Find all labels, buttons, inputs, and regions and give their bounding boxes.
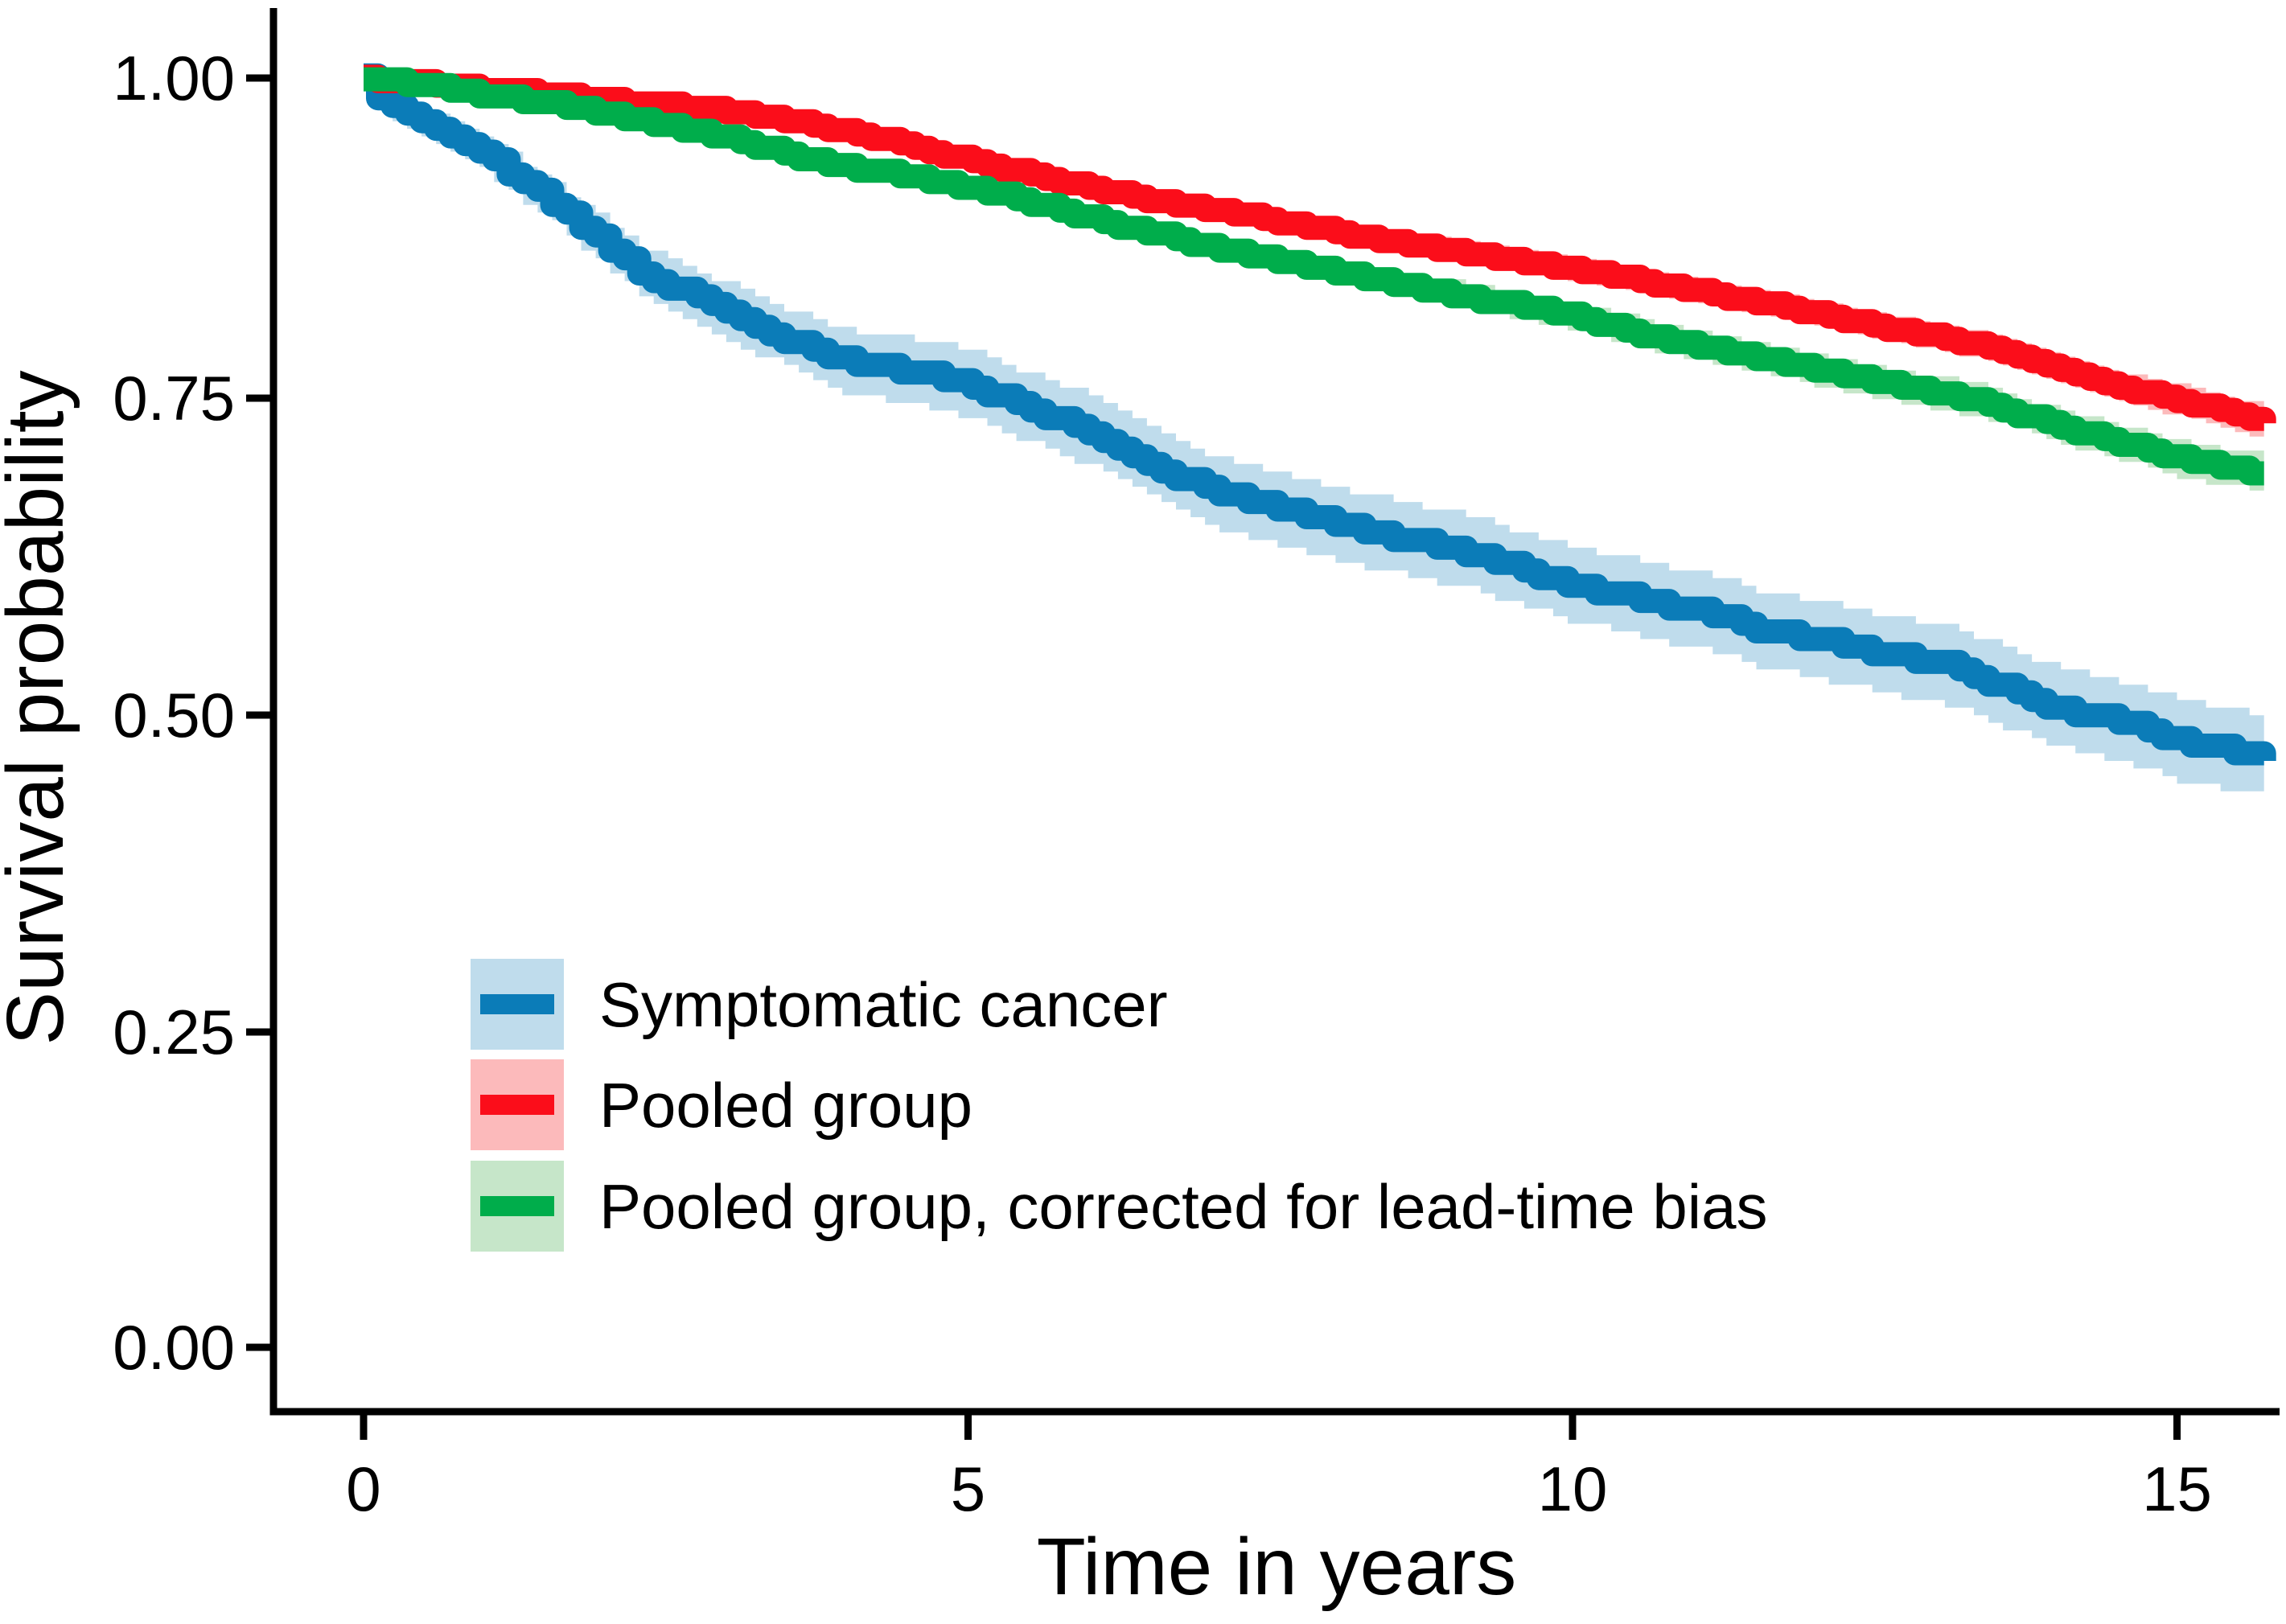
x-tick-labels: 0 5 10 15 (346, 1453, 2212, 1524)
axes (246, 8, 2280, 1440)
pooled-group-corrected-legend-label: Pooled group, corrected for lead-time bi… (599, 1171, 1767, 1242)
y-tick-label-0.25: 0.25 (113, 997, 235, 1067)
y-tick-labels: 1.00 0.75 0.50 0.25 0.00 (113, 43, 235, 1383)
x-tick-label-15: 15 (2142, 1453, 2212, 1524)
y-tick-label-0.75: 0.75 (113, 363, 235, 434)
pooled-group-key-line (480, 1095, 554, 1115)
legend: Symptomatic cancer Pooled group Pooled g… (471, 959, 1767, 1252)
legend-item-pooled-group-corrected: Pooled group, corrected for lead-time bi… (471, 1161, 1767, 1252)
legend-item-pooled-group: Pooled group (471, 1059, 972, 1150)
pooled-group-line (364, 64, 2276, 431)
x-tick-label-5: 5 (951, 1453, 985, 1524)
legend-item-symptomatic-cancer: Symptomatic cancer (471, 959, 1168, 1050)
symptomatic-cancer-key-line (480, 994, 554, 1014)
y-tick-label-0.50: 0.50 (113, 680, 235, 750)
symptomatic-cancer-ribbon (364, 75, 2264, 800)
pooled-group-legend-label: Pooled group (599, 1070, 972, 1141)
y-tick-marks (246, 74, 271, 1351)
pooled-group-corrected-line (364, 67, 2264, 486)
survival-curves (364, 63, 2276, 766)
symptomatic-cancer-legend-label: Symptomatic cancer (599, 969, 1168, 1040)
x-tick-marks (360, 1415, 2181, 1440)
x-tick-label-10: 10 (1538, 1453, 1608, 1524)
y-tick-label-1.00: 1.00 (113, 43, 235, 113)
y-tick-label-0.00: 0.00 (113, 1312, 235, 1383)
ci-ribbons (364, 75, 2264, 800)
symptomatic-cancer-line (364, 63, 2276, 766)
y-axis-title: Survival probability (0, 370, 80, 1045)
x-axis-title: Time in years (1037, 1522, 1516, 1612)
x-tick-label-0: 0 (346, 1453, 380, 1524)
pooled-group-corrected-key-line (480, 1196, 554, 1216)
